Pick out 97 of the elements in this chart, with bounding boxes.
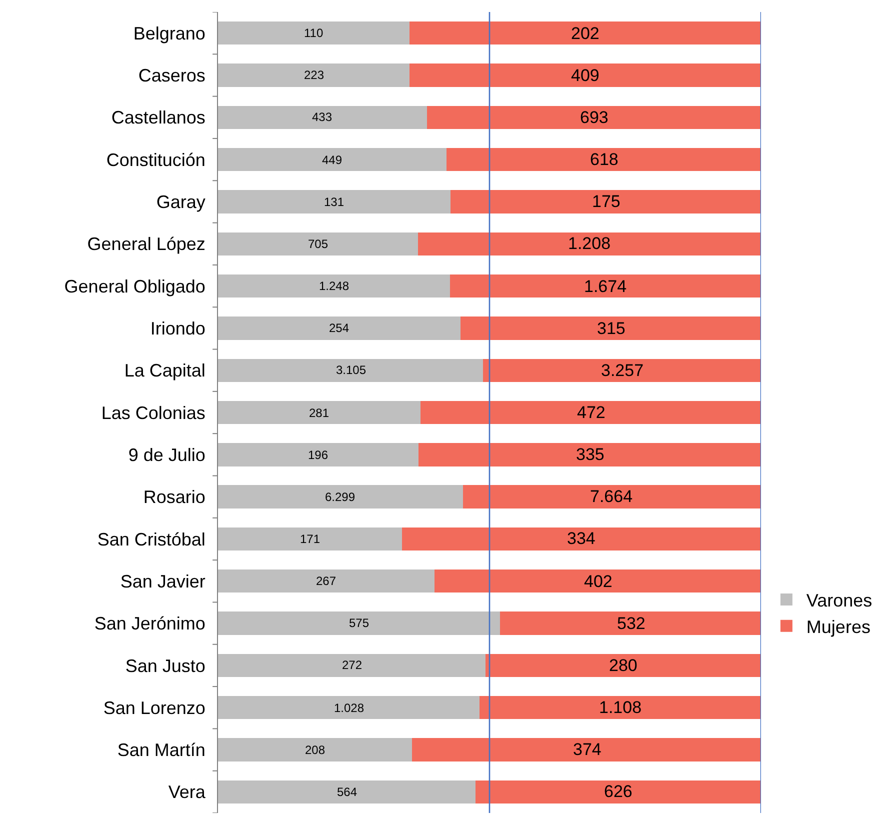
bar xyxy=(462,485,761,508)
bar xyxy=(450,190,761,214)
bar xyxy=(446,148,761,172)
annotation: 532 xyxy=(617,614,646,633)
annotation: 7.664 xyxy=(590,487,633,506)
annotation: 402 xyxy=(584,572,612,591)
y-tick-label: General López xyxy=(87,234,206,254)
y-tick-label: San Justo xyxy=(125,656,206,676)
bar xyxy=(218,232,418,256)
annotation: 1.208 xyxy=(568,234,611,253)
annotation: 281 xyxy=(309,406,330,420)
bar xyxy=(218,696,480,720)
y-tick-label: Iriondo xyxy=(150,318,206,338)
bar xyxy=(218,443,418,466)
bar xyxy=(434,570,761,593)
y-tick-label: Caseros xyxy=(138,66,206,86)
annotation: 223 xyxy=(304,68,324,82)
annotation: 1.248 xyxy=(319,279,350,293)
bar xyxy=(218,738,412,762)
bar xyxy=(218,400,421,424)
annotation: 110 xyxy=(304,26,324,40)
bar xyxy=(475,780,761,804)
bar xyxy=(418,232,761,256)
annotation: 374 xyxy=(573,740,602,759)
annotation: 626 xyxy=(604,782,632,801)
bar xyxy=(218,190,450,214)
y-tick-label: Rosario xyxy=(143,487,206,508)
y-tick-label: 9 de Julio xyxy=(128,444,206,465)
y-tick-label: San Javier xyxy=(120,571,206,592)
bar xyxy=(218,654,486,678)
annotation: 175 xyxy=(592,192,620,211)
y-tick-label: San Cristóbal xyxy=(97,529,206,550)
y-tick-label: Las Colonias xyxy=(101,402,206,423)
annotation: 3.257 xyxy=(601,361,644,380)
annotation: 1.028 xyxy=(334,701,364,715)
bar xyxy=(218,64,410,87)
y-tick-label: Castellanos xyxy=(111,108,206,128)
y-tick-label: General Obligado xyxy=(64,276,206,296)
y-tick-label: San Jerónimo xyxy=(94,614,206,634)
bar xyxy=(218,316,460,340)
bar xyxy=(409,21,761,45)
bar xyxy=(420,400,761,424)
annotation: 267 xyxy=(316,574,336,588)
bar xyxy=(486,654,761,678)
bar xyxy=(418,443,761,466)
bar xyxy=(218,106,427,129)
y-tick-label: Vera xyxy=(168,782,206,802)
bar xyxy=(483,358,761,382)
annotation: 171 xyxy=(300,532,320,546)
annotation: 202 xyxy=(571,24,600,43)
annotation: 564 xyxy=(337,785,358,799)
annotation: 131 xyxy=(324,195,344,209)
annotation: 433 xyxy=(312,110,332,124)
y-tick-label: La Capital xyxy=(124,360,206,381)
bar xyxy=(218,485,463,508)
annotation: 1.108 xyxy=(599,698,642,717)
bar xyxy=(218,274,450,298)
y-tick-label: Garay xyxy=(156,192,206,212)
bar xyxy=(218,358,484,382)
legend-label: Varones xyxy=(806,590,872,610)
bar xyxy=(218,780,476,804)
annotation: 1.674 xyxy=(584,277,627,296)
bar xyxy=(218,21,410,45)
bar xyxy=(410,64,761,87)
annotation: 335 xyxy=(576,445,604,464)
annotation: 618 xyxy=(590,150,618,169)
bar xyxy=(218,612,500,635)
y-tick-label: Constitución xyxy=(106,150,206,170)
annotation: 315 xyxy=(597,319,626,338)
bar xyxy=(402,527,761,551)
bar xyxy=(218,148,446,172)
y-tick-label: San Lorenzo xyxy=(103,698,206,718)
y-tick-label: San Martín xyxy=(117,740,206,760)
annotation: 196 xyxy=(308,448,328,462)
annotation: 280 xyxy=(609,656,638,675)
bar xyxy=(426,106,761,129)
bar xyxy=(218,527,402,551)
annotation: 272 xyxy=(342,658,362,672)
annotation: 3.105 xyxy=(336,363,366,377)
annotation: 693 xyxy=(580,108,608,127)
bar xyxy=(450,274,761,298)
annotation: 208 xyxy=(305,743,326,757)
annotation: 334 xyxy=(567,529,596,548)
annotation: 705 xyxy=(308,237,328,251)
bar xyxy=(479,696,761,720)
bar xyxy=(500,612,761,635)
bar xyxy=(412,738,761,762)
bar xyxy=(460,316,761,340)
annotation: 6.299 xyxy=(325,490,356,504)
annotation: 472 xyxy=(577,403,606,422)
annotation: 409 xyxy=(571,66,600,85)
annotation: 575 xyxy=(349,616,370,630)
annotation: 254 xyxy=(329,321,350,335)
legend-label: Mujeres xyxy=(806,616,870,637)
y-tick-label: Belgrano xyxy=(133,23,206,44)
bar xyxy=(218,570,435,593)
annotation: 449 xyxy=(322,153,342,167)
